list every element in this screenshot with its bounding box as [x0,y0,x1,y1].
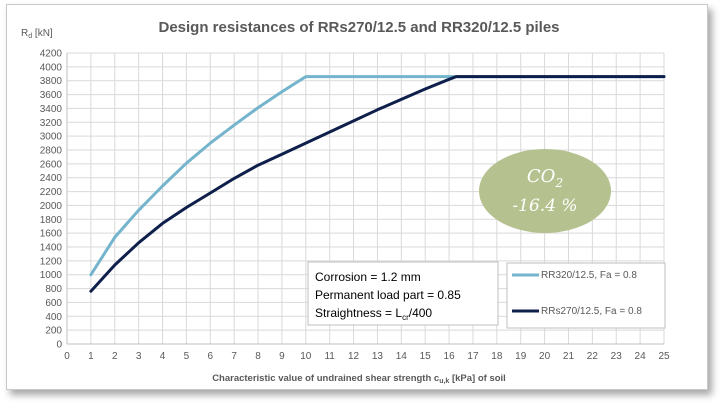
y-tick-label: 400 [45,312,62,323]
chart-title: Design resistances of RRs270/12.5 and RR… [158,19,559,36]
legend-label-rrs270: RRs270/12.5, Fa = 0.8 [541,306,642,317]
x-tick-label: 6 [207,351,213,362]
x-tick-label: 8 [255,351,261,362]
x-tick-label: 21 [563,351,575,362]
x-axis-label: Characteristic value of undrained shear … [212,373,506,385]
co2-badge: CO2 -16.4 % [479,149,611,233]
y-tick-label: 1800 [40,215,63,226]
x-tick-label: 5 [184,351,190,362]
y-tick-label: 3600 [40,90,63,101]
y-tick-label: 3400 [40,104,63,115]
x-tick-labels: 0 1 2 3 4 5 6 7 8 9 10 11 12 13 14 15 16 17 18 19 20 21 22 23 24… [64,351,670,362]
x-tick-label: 1 [88,351,94,362]
y-tick-label: 3000 [40,132,63,143]
y-tick-label: 600 [45,298,62,309]
co2-ellipse [479,149,611,233]
note-line-straightness: Straightness = Lcr/400 [315,306,432,322]
x-tick-label: 20 [539,351,551,362]
y-tick-label: 2800 [40,146,63,157]
x-tick-label: 24 [635,351,647,362]
x-tick-label: 0 [64,351,70,362]
x-tick-label: 17 [467,351,479,362]
y-tick-label: 1000 [40,270,63,281]
co2-value: -16.4 % [512,196,577,216]
note-box-border [307,261,499,326]
x-tick-label: 13 [372,351,384,362]
series-lines [89,75,666,293]
y-tick-label: 4000 [40,62,63,73]
y-tick-label: 800 [45,284,62,295]
y-tick-label: 1400 [40,243,63,254]
legend: RR320/12.5, Fa = 0.8 RRs270/12.5, Fa = 0… [506,262,666,329]
y-tick-label: 4200 [40,49,63,60]
y-tick-label: 3200 [40,118,63,129]
x-tick-label: 14 [396,351,408,362]
x-tick-label: 7 [231,351,237,362]
x-tick-label: 9 [279,351,285,362]
x-tick-label: 23 [611,351,623,362]
note-line-corrosion: Corrosion = 1.2 mm [315,270,421,284]
x-tick-label: 16 [444,351,456,362]
note-line-permanent-load: Permanent load part = 0.85 [315,288,461,302]
x-tick-label: 18 [491,351,503,362]
y-tick-label: 1200 [40,256,63,267]
chart-svg: Design resistances of RRs270/12.5 and RR… [7,5,707,389]
y-tick-label: 2200 [40,187,63,198]
x-tick-label: 11 [324,351,335,362]
chart-frame: Design resistances of RRs270/12.5 and RR… [6,4,708,390]
y-tick-label: 1600 [40,229,63,240]
x-tick-label: 15 [420,351,432,362]
x-tick-label: 12 [348,351,360,362]
y-tick-label: 3800 [40,76,63,87]
x-tick-label: 22 [587,351,599,362]
y-tick-labels: 0 200 400 600 800 1000 1200 1400 1600 1800 2000 220… [40,49,63,351]
y-tick-label: 2600 [40,159,63,170]
y-tick-label: 2400 [40,173,63,184]
series-line-rrs270 [89,75,666,293]
y-axis-label: Rd [kN] [21,28,53,40]
x-tick-label: 2 [112,351,118,362]
y-tick-label: 200 [45,326,62,337]
x-tick-label: 10 [300,351,312,362]
x-tick-label: 19 [515,351,527,362]
co2-label: CO2 [527,166,563,190]
y-tick-label: 2000 [40,201,63,212]
note-box: Corrosion = 1.2 mm Permanent load part =… [307,261,499,326]
x-tick-label: 25 [658,351,670,362]
x-tick-label: 4 [160,351,166,362]
y-tick-label: 0 [56,340,62,351]
legend-label-rr320: RR320/12.5, Fa = 0.8 [541,270,637,281]
x-tick-label: 3 [136,351,142,362]
